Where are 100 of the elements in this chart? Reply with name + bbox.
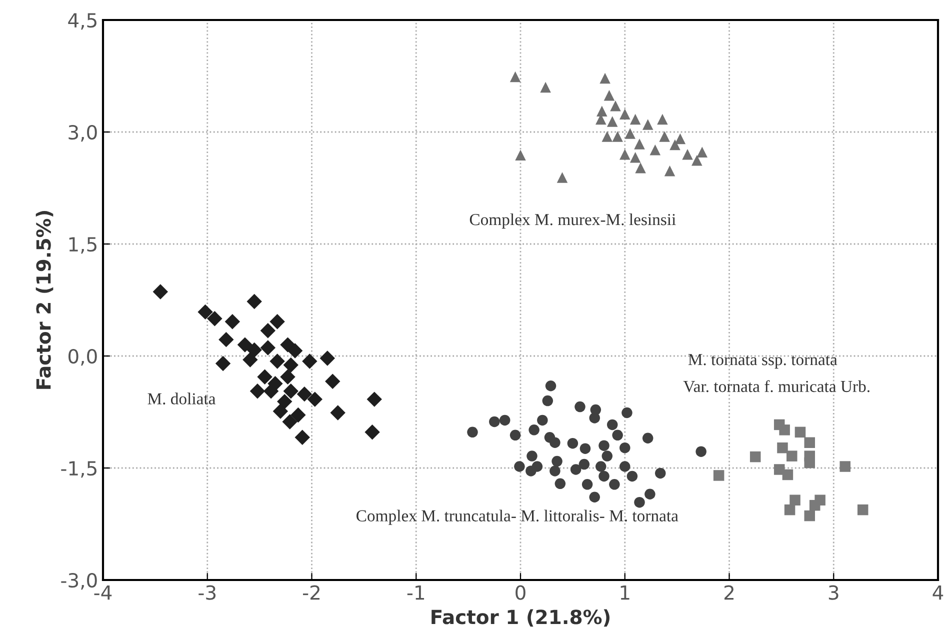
annotation: Complex M. truncatula- M. littoralis- M. tornata	[356, 510, 678, 525]
point	[510, 71, 521, 82]
point	[779, 424, 790, 436]
point	[489, 416, 500, 428]
y-tick-label: 0,0	[68, 348, 97, 366]
point	[784, 504, 796, 516]
point	[619, 149, 630, 160]
point	[602, 131, 613, 142]
point	[696, 446, 706, 457]
point	[307, 392, 322, 407]
point	[626, 470, 638, 482]
point	[224, 314, 240, 330]
annotation: Var. tornata f. muricata Urb.	[683, 380, 870, 392]
point	[246, 342, 262, 358]
point	[610, 100, 621, 112]
x-tick-label: -2	[303, 585, 320, 600]
point	[657, 114, 668, 125]
point	[542, 395, 554, 406]
annotation: M. tornata ssp. tornata	[688, 354, 838, 369]
point	[624, 128, 636, 139]
point	[630, 152, 641, 163]
point	[537, 414, 548, 426]
point	[664, 165, 676, 176]
point	[257, 369, 272, 385]
point	[804, 437, 815, 448]
point	[642, 432, 654, 444]
point	[260, 323, 276, 338]
y-tick-label: 1,5	[69, 237, 96, 254]
point	[280, 369, 296, 385]
point	[609, 479, 620, 490]
point	[250, 383, 266, 399]
point	[207, 311, 222, 326]
point	[528, 424, 540, 436]
point	[794, 426, 806, 438]
point	[270, 314, 285, 330]
point	[578, 458, 590, 470]
point	[567, 438, 578, 449]
point	[218, 332, 234, 348]
point	[467, 426, 478, 438]
point	[290, 407, 306, 423]
point	[526, 466, 536, 476]
point	[582, 479, 593, 490]
point	[152, 284, 168, 300]
point	[840, 461, 850, 472]
point	[282, 414, 298, 430]
point	[750, 451, 761, 462]
x-tick-label: -1	[407, 585, 424, 600]
point	[277, 394, 292, 410]
point	[596, 106, 608, 116]
point	[777, 442, 788, 454]
point	[692, 154, 702, 166]
annotation: M. doliata	[148, 392, 216, 404]
point	[713, 470, 724, 481]
point	[499, 414, 510, 426]
point	[283, 357, 298, 373]
point	[263, 383, 279, 399]
point	[630, 114, 641, 125]
point	[804, 510, 815, 522]
point	[237, 337, 253, 352]
point	[682, 149, 693, 160]
point	[260, 340, 276, 356]
point	[654, 468, 666, 479]
point	[604, 90, 615, 101]
point	[600, 72, 610, 84]
point	[595, 461, 606, 472]
point	[857, 504, 868, 516]
annotation: Complex M. murex-M. lesinsii	[470, 213, 676, 229]
point	[364, 424, 380, 440]
point	[330, 405, 346, 420]
x-tick-label: 4	[932, 585, 944, 600]
point	[550, 437, 560, 448]
point	[302, 354, 318, 369]
point	[574, 401, 586, 412]
point	[510, 430, 521, 441]
point	[283, 383, 298, 399]
point	[325, 374, 340, 389]
point	[622, 407, 632, 418]
point	[606, 419, 618, 430]
point	[619, 442, 630, 454]
point	[552, 456, 562, 467]
y-axis-title: Factor 2 (19.5%)	[36, 211, 54, 389]
point	[786, 450, 798, 462]
point	[619, 108, 630, 120]
point	[612, 430, 623, 441]
point	[809, 500, 820, 511]
point	[598, 440, 610, 451]
point	[270, 354, 285, 369]
point	[606, 116, 618, 127]
point	[650, 144, 661, 156]
point	[634, 496, 645, 508]
point	[635, 162, 646, 174]
point	[242, 352, 258, 368]
x-tick-label: 0	[516, 585, 526, 600]
point	[514, 461, 525, 472]
point	[540, 82, 551, 93]
y-tick-label: 4,5	[68, 13, 96, 30]
x-tick-label: -3	[198, 585, 216, 600]
point	[644, 488, 656, 500]
point	[674, 133, 686, 144]
point	[550, 466, 560, 476]
